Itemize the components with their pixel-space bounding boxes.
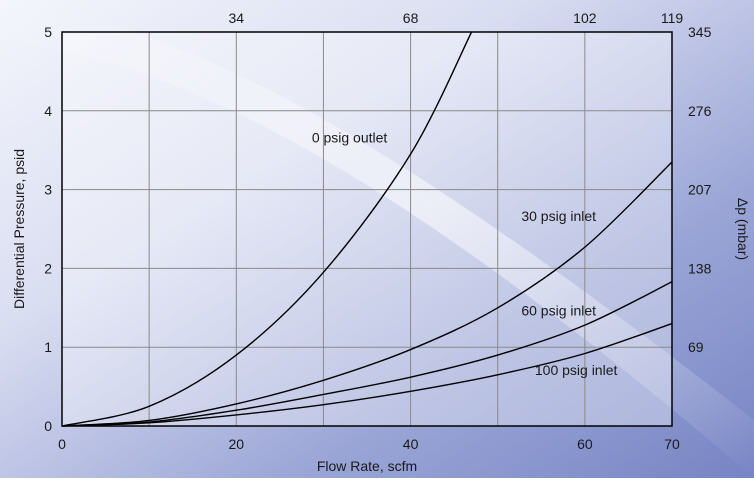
y-tick-label: 2 — [44, 260, 52, 276]
axis-labels: Flow Rate, scfm Differential Pressure, p… — [11, 149, 751, 474]
right-tick-label: 207 — [688, 182, 712, 198]
x-tick-label: 0 — [58, 436, 66, 452]
series-label-2: 60 psig inlet — [521, 303, 596, 319]
x-tick-label: 20 — [228, 436, 244, 452]
series-line-2 — [61, 281, 673, 427]
y-tick-label: 4 — [44, 103, 52, 119]
y-tick-label: 0 — [44, 418, 52, 434]
plot-frame — [61, 31, 673, 427]
grid — [61, 31, 673, 427]
top-tick-label: 119 — [661, 10, 684, 26]
top-tick-label: 102 — [573, 10, 597, 26]
plot-area — [62, 32, 672, 426]
top-tick-label: 34 — [228, 10, 244, 26]
background-streak — [0, 5, 754, 478]
x-tick-label: 70 — [664, 436, 680, 452]
series-line-3 — [61, 322, 673, 427]
x-tick-label: 40 — [403, 436, 419, 452]
plot-background — [62, 32, 672, 426]
x-tick-label: 60 — [577, 436, 593, 452]
y-tick-label: 3 — [44, 182, 52, 198]
right-tick-label: 69 — [688, 339, 704, 355]
series-label-1: 30 psig inlet — [521, 208, 596, 224]
series-group: 0 psig outlet 30 psig inlet 60 psig inlet 1… — [61, 31, 673, 427]
series-label-0: 0 psig outlet — [312, 129, 388, 145]
right-tick-label: 345 — [688, 24, 712, 40]
y-tick-label: 1 — [44, 339, 52, 355]
series-line-1 — [61, 161, 673, 427]
y-tick-label: 5 — [44, 24, 52, 40]
series-line-0 — [61, 31, 473, 427]
top-tick-label: 68 — [403, 10, 419, 26]
series-label-3: 100 psig inlet — [535, 362, 618, 378]
right-tick-label: 276 — [688, 103, 712, 119]
right-tick-label: 138 — [688, 260, 712, 276]
y2-axis-label: Δp (mbar) — [735, 198, 751, 260]
y-axis-label: Differential Pressure, psid — [11, 149, 27, 309]
x-axis-label: Flow Rate, scfm — [317, 458, 417, 474]
